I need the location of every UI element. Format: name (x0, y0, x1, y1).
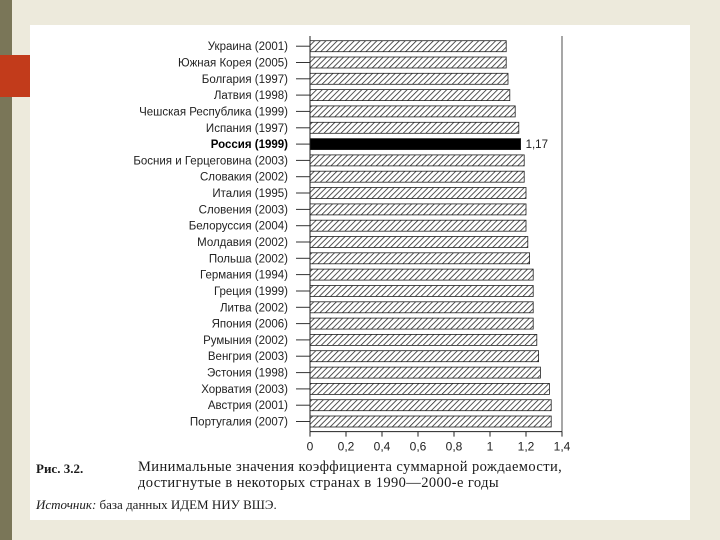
category-label: Румыния (2002) (203, 335, 288, 347)
category-label: Австрия (2001) (208, 400, 288, 412)
bar (309, 366, 541, 379)
bar (309, 56, 507, 69)
figure-source: Источник: база данных ИДЕМ НИУ ВШЭ. (36, 497, 277, 513)
axes-layer: Украина (2001) Южная Корея (2005) Болгария… (133, 36, 571, 454)
bar (309, 285, 534, 297)
source-label: Источник: (36, 497, 97, 512)
value-label: 1,17 (526, 139, 548, 151)
figure-caption-line-2: достигнутые в некоторых странах в 1990—2… (138, 475, 500, 491)
category-label: Чешская Республика (1999) (139, 106, 288, 118)
x-tick-label: 0 (307, 440, 314, 454)
bars-layer (309, 40, 552, 428)
category-label: Россия (1999) (211, 139, 288, 151)
figure-caption: Минимальные значения коэффициента суммар… (138, 459, 683, 491)
category-label: Болгария (1997) (202, 74, 288, 86)
category-label: Латвия (1998) (214, 90, 288, 102)
bar (309, 333, 538, 346)
category-label: Словения (2003) (199, 204, 289, 216)
x-tick-label: 0,8 (446, 440, 463, 454)
x-tick-label: 1 (487, 440, 494, 454)
category-label: Венгрия (2003) (208, 351, 288, 363)
category-label: Белоруссия (2004) (189, 221, 288, 233)
bar (309, 350, 540, 363)
category-label: Португалия (2007) (190, 417, 288, 429)
category-label: Литва (2002) (220, 302, 288, 314)
figure-number: Рис. 3.2. (36, 461, 84, 476)
bar (309, 415, 552, 428)
x-tick-label: 1,4 (554, 440, 571, 454)
category-label: Япония (2006) (212, 319, 289, 331)
category-label: Испания (1997) (206, 123, 288, 135)
bar-chart: Украина (2001) Южная Корея (2005) Болгария… (133, 36, 571, 454)
bar (309, 203, 527, 216)
bar (309, 138, 522, 150)
source-text: база данных ИДЕМ НИУ ВШЭ. (96, 497, 277, 512)
bar (309, 72, 509, 85)
bar (309, 399, 552, 412)
category-label: Словакия (2002) (200, 172, 288, 184)
category-label: Южная Корея (2005) (178, 58, 288, 70)
bar (309, 301, 534, 314)
bar (309, 236, 529, 248)
slide-left-band (0, 0, 12, 540)
bar (309, 40, 507, 53)
bar (309, 105, 516, 118)
x-tick-label: 1,2 (518, 440, 535, 454)
category-label: Греция (1999) (214, 286, 288, 298)
category-label: Босния и Герцеговина (2003) (133, 155, 288, 167)
slide-accent-tab (0, 55, 30, 97)
bar (309, 268, 534, 281)
figure-caption-line-1: Минимальные значения коэффициента суммар… (138, 459, 563, 475)
category-label: Украина (2001) (208, 41, 288, 53)
category-label: Эстония (1998) (207, 368, 288, 380)
bar (309, 317, 534, 330)
x-tick-label: 0,4 (374, 440, 391, 454)
category-label: Польша (2002) (209, 253, 288, 265)
x-tick-label: 0,6 (410, 440, 427, 454)
bar (309, 121, 520, 134)
category-label: Италия (1995) (212, 188, 288, 200)
bar (309, 382, 550, 395)
bar (309, 89, 511, 101)
x-tick-label: 0,2 (338, 440, 355, 454)
bar (309, 219, 527, 232)
category-label: Германия (1994) (200, 270, 288, 282)
bar (309, 252, 531, 265)
figure-page: Украина (2001) Южная Корея (2005) Болгария… (30, 25, 690, 520)
category-label: Молдавия (2002) (197, 237, 288, 249)
category-label: Хорватия (2003) (201, 384, 288, 396)
bar (309, 170, 525, 183)
bar (309, 154, 525, 167)
bar (309, 187, 527, 199)
